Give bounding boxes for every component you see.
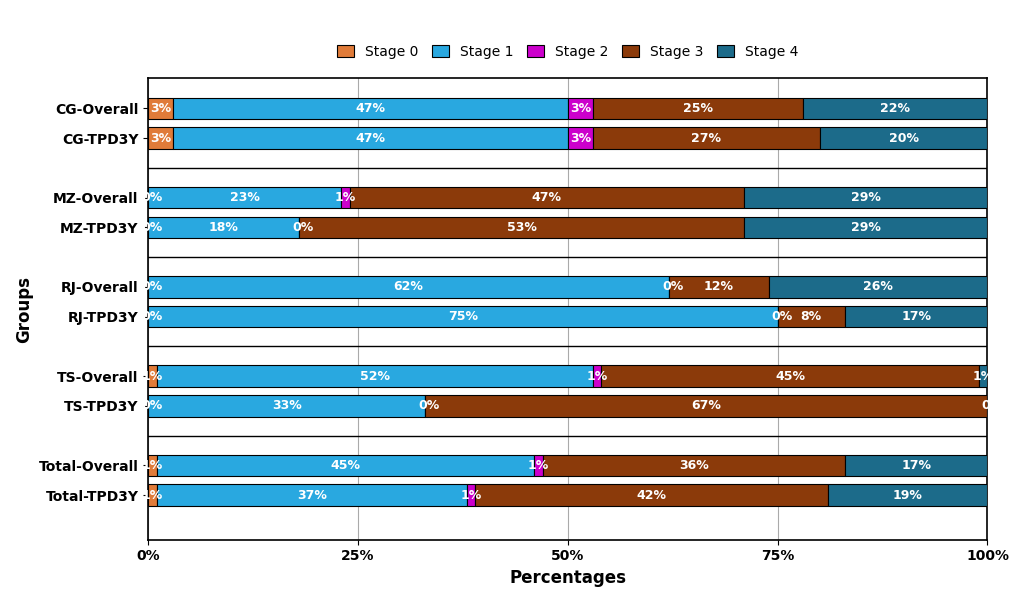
- Text: 3%: 3%: [569, 102, 591, 115]
- Bar: [173, 98, 568, 119]
- Bar: [535, 455, 543, 476]
- Text: 25%: 25%: [683, 102, 713, 115]
- Bar: [744, 187, 987, 208]
- Bar: [593, 98, 803, 119]
- Bar: [845, 306, 987, 327]
- Bar: [148, 187, 341, 208]
- Text: 1%: 1%: [973, 370, 994, 382]
- Bar: [568, 127, 593, 149]
- Text: 12%: 12%: [703, 281, 734, 293]
- Bar: [148, 276, 669, 297]
- Text: 19%: 19%: [893, 489, 923, 501]
- Text: 1%: 1%: [527, 459, 549, 472]
- Bar: [148, 127, 173, 149]
- Text: 42%: 42%: [637, 489, 667, 501]
- Text: 1%: 1%: [141, 489, 163, 501]
- Bar: [568, 98, 593, 119]
- Bar: [148, 306, 777, 327]
- Text: 0%: 0%: [419, 399, 440, 412]
- Bar: [157, 455, 535, 476]
- Bar: [148, 365, 157, 386]
- Text: 0%: 0%: [141, 191, 163, 204]
- Bar: [148, 217, 299, 238]
- Text: 0%: 0%: [981, 399, 1002, 412]
- Bar: [593, 365, 601, 386]
- Bar: [543, 455, 845, 476]
- Text: 3%: 3%: [569, 131, 591, 144]
- Bar: [593, 127, 819, 149]
- Bar: [148, 98, 173, 119]
- Bar: [669, 276, 769, 297]
- Text: 0%: 0%: [771, 310, 793, 323]
- Text: 27%: 27%: [691, 131, 721, 144]
- Text: 67%: 67%: [691, 399, 721, 412]
- Text: 45%: 45%: [331, 459, 360, 472]
- Text: 53%: 53%: [507, 221, 537, 234]
- Text: 1%: 1%: [141, 459, 163, 472]
- Bar: [979, 365, 987, 386]
- Text: 47%: 47%: [531, 191, 562, 204]
- Text: 33%: 33%: [271, 399, 301, 412]
- Text: 37%: 37%: [297, 489, 327, 501]
- Text: 0%: 0%: [663, 281, 683, 293]
- Text: 3%: 3%: [151, 102, 171, 115]
- Bar: [828, 485, 987, 506]
- Bar: [475, 485, 828, 506]
- Text: 0%: 0%: [141, 310, 163, 323]
- Bar: [349, 187, 744, 208]
- Text: 62%: 62%: [393, 281, 423, 293]
- Bar: [744, 217, 987, 238]
- Text: 1%: 1%: [335, 191, 356, 204]
- Text: 23%: 23%: [229, 191, 260, 204]
- Text: 1%: 1%: [461, 489, 482, 501]
- Text: 75%: 75%: [447, 310, 478, 323]
- Bar: [148, 485, 157, 506]
- Text: 0%: 0%: [141, 399, 163, 412]
- Text: 47%: 47%: [355, 131, 386, 144]
- Bar: [341, 187, 349, 208]
- Text: 47%: 47%: [355, 102, 386, 115]
- Legend: Stage 0, Stage 1, Stage 2, Stage 3, Stage 4: Stage 0, Stage 1, Stage 2, Stage 3, Stag…: [332, 39, 804, 64]
- Text: 0%: 0%: [141, 281, 163, 293]
- X-axis label: Percentages: Percentages: [509, 569, 627, 587]
- Bar: [777, 306, 845, 327]
- Bar: [148, 395, 425, 417]
- Text: 0%: 0%: [293, 221, 314, 234]
- Text: 29%: 29%: [851, 191, 881, 204]
- Text: 29%: 29%: [851, 221, 881, 234]
- Text: 20%: 20%: [889, 131, 919, 144]
- Text: 22%: 22%: [881, 102, 910, 115]
- Text: 0%: 0%: [141, 221, 163, 234]
- Y-axis label: Groups: Groups: [15, 276, 33, 343]
- Text: 1%: 1%: [141, 370, 163, 382]
- Text: 36%: 36%: [679, 459, 709, 472]
- Bar: [157, 365, 593, 386]
- Bar: [819, 127, 987, 149]
- Bar: [299, 217, 744, 238]
- Text: 17%: 17%: [901, 310, 931, 323]
- Bar: [769, 276, 987, 297]
- Bar: [148, 455, 157, 476]
- Text: 18%: 18%: [209, 221, 239, 234]
- Bar: [173, 127, 568, 149]
- Bar: [601, 365, 979, 386]
- Text: 17%: 17%: [901, 459, 931, 472]
- Bar: [803, 98, 987, 119]
- Text: 52%: 52%: [359, 370, 390, 382]
- Bar: [157, 485, 467, 506]
- Bar: [467, 485, 475, 506]
- Text: 3%: 3%: [151, 131, 171, 144]
- Bar: [845, 455, 987, 476]
- Text: 26%: 26%: [863, 281, 893, 293]
- Text: 1%: 1%: [587, 370, 608, 382]
- Text: 45%: 45%: [775, 370, 805, 382]
- Text: 8%: 8%: [801, 310, 822, 323]
- Bar: [425, 395, 987, 417]
